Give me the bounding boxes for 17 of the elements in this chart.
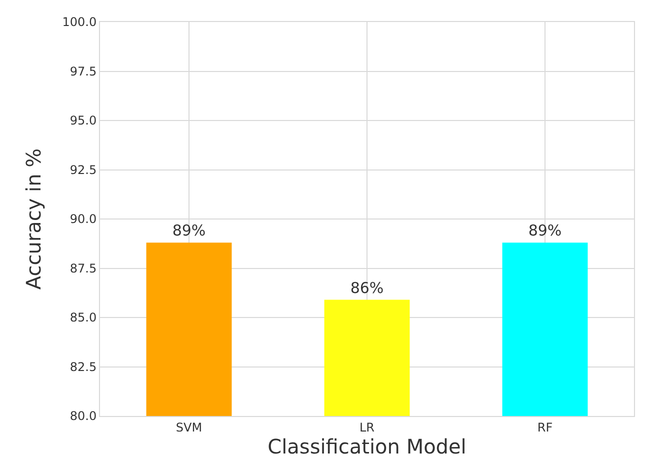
y-tick-label: 100.0 [62,15,97,30]
x-tick-label: LR [359,420,375,434]
y-tick-label: 90.0 [70,212,97,226]
y-tick-label: 95.0 [70,114,97,128]
y-axis-title: Accuracy in % [22,148,46,290]
data-label: 89% [172,222,206,240]
x-tick-label: SVM [176,420,202,434]
data-label: 89% [528,222,562,240]
data-label: 86% [350,278,384,297]
x-tick-label: RF [537,420,553,434]
y-tick-label: 87.5 [70,261,97,276]
y-tick-label: 85.0 [70,310,97,325]
y-tick-label: 82.5 [70,360,97,374]
y-tick-label: 97.5 [70,64,97,78]
x-axis-title: Classification Model [268,434,466,458]
y-tick-label: 80.0 [70,409,97,424]
y-tick-label: 92.5 [70,162,97,177]
